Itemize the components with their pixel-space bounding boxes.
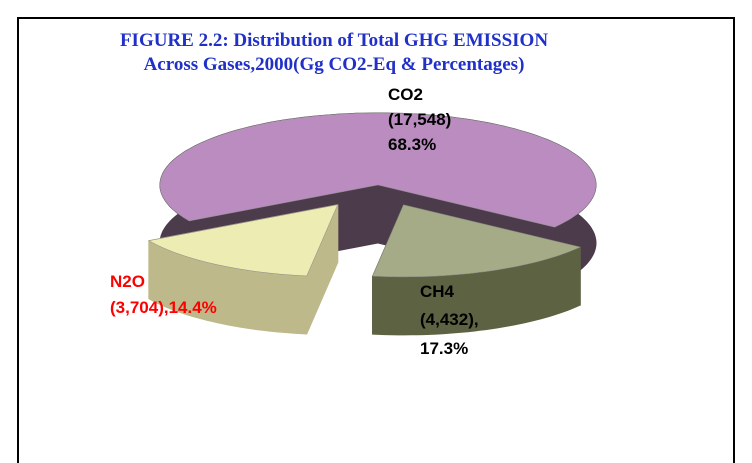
slice-amount-label: (4,432), (420, 310, 479, 329)
slice-label: CO2 (388, 85, 423, 104)
slice-label: CH4 (420, 282, 455, 301)
pie-slice (148, 204, 339, 335)
slice-top (159, 112, 597, 228)
pie-slice (372, 204, 581, 336)
slice-amount-value-label: (3,704),14.4% (110, 298, 217, 317)
slice-amount-label: (3,704), (110, 298, 169, 317)
slice-top (372, 204, 581, 278)
chart-title: FIGURE 2.2: Distribution of Total GHG EM… (120, 30, 548, 51)
slice-value-label: 68.3% (388, 135, 436, 154)
chart-title: Across Gases,2000(Gg CO2-Eq & Percentage… (144, 54, 525, 75)
slice-amount-label: (17,548) (388, 110, 451, 129)
slice-value-label: 17.3% (420, 339, 468, 358)
slice-value-label: 14.4% (169, 298, 217, 317)
slice-top (148, 204, 339, 277)
slice-label: N2O (110, 272, 145, 291)
